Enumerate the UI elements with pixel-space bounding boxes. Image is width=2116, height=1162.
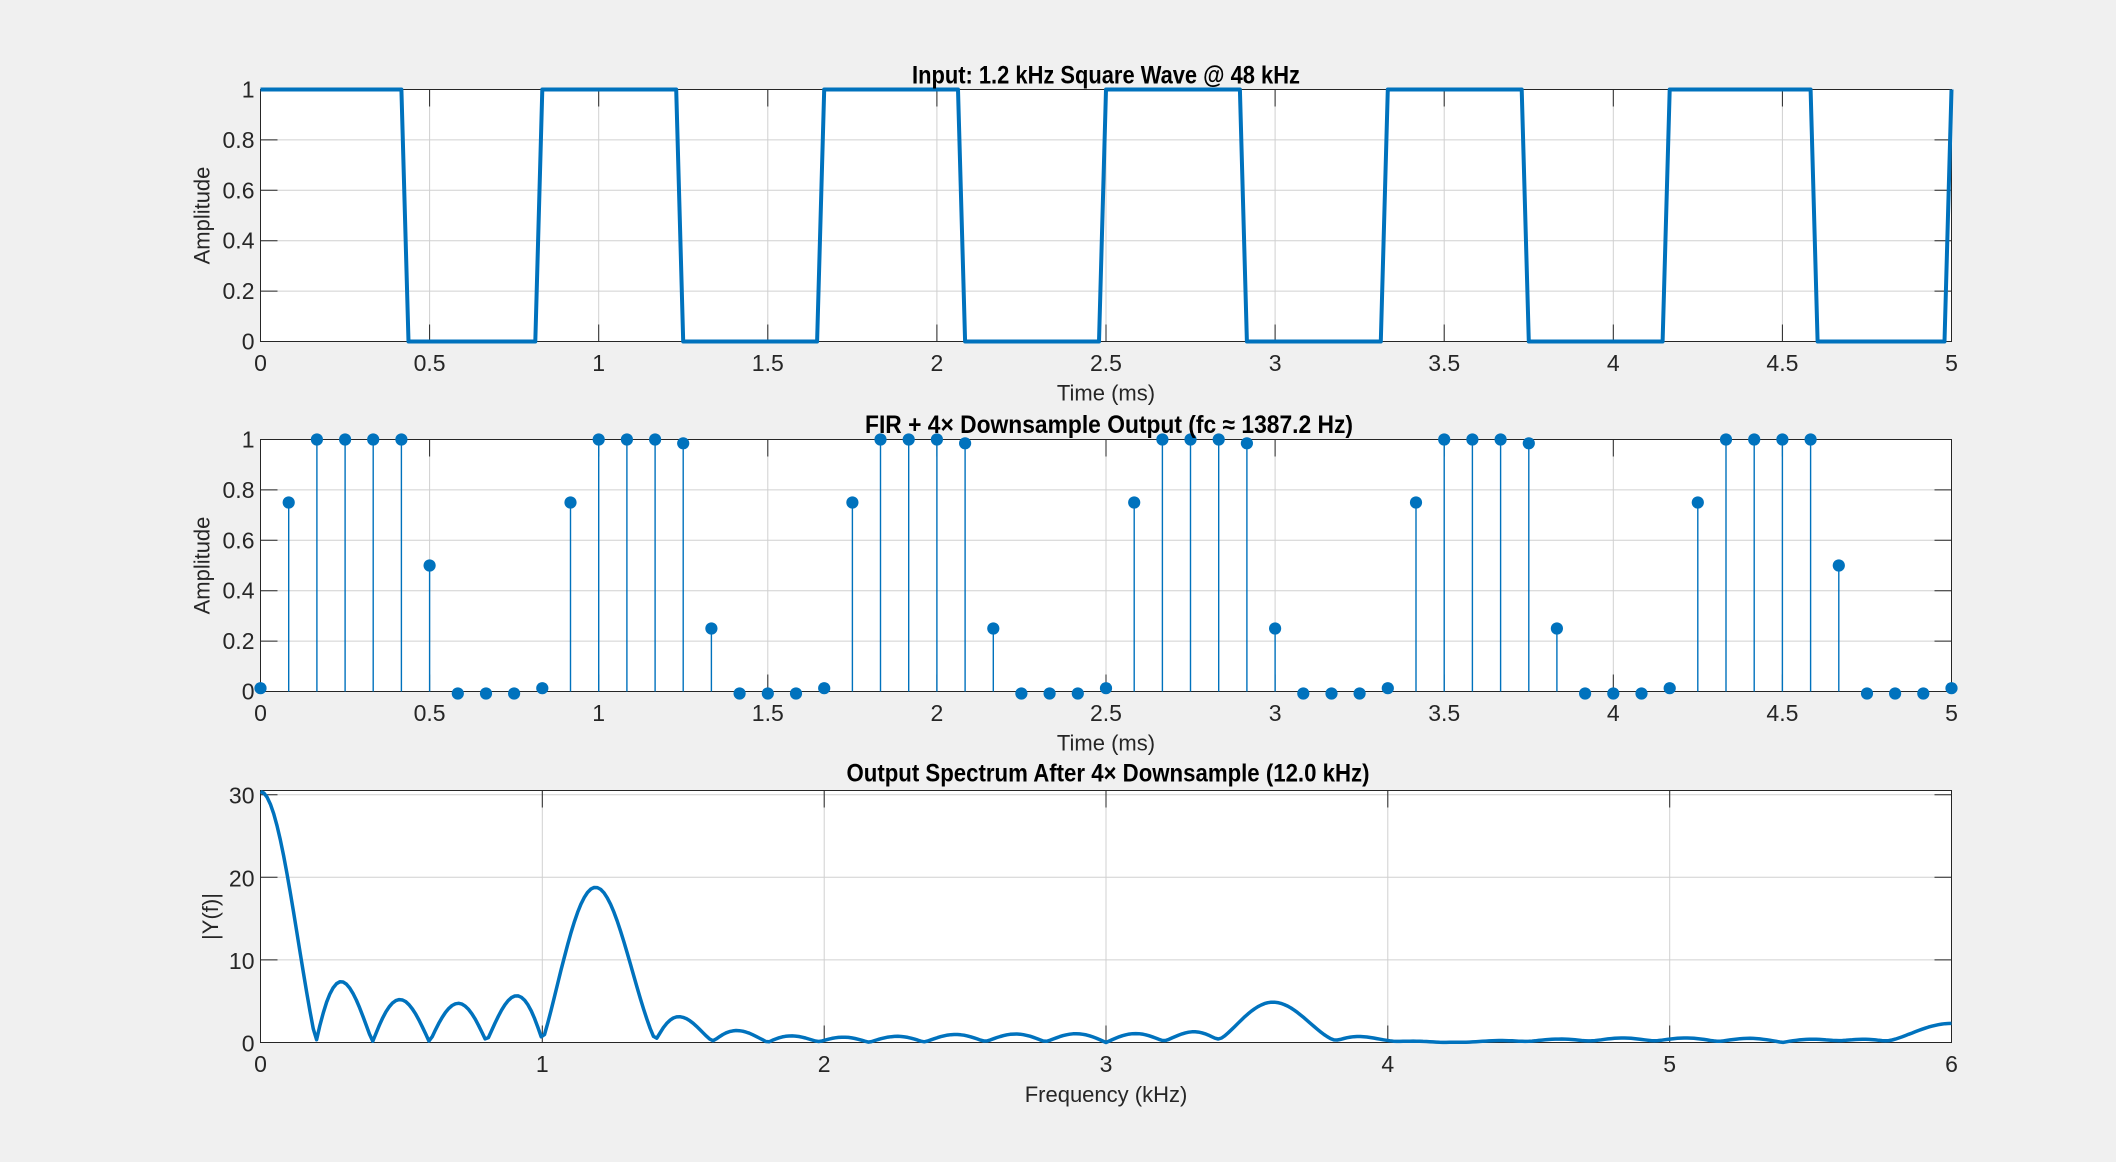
svg-text:30: 30 [229,783,255,809]
svg-text:Time (ms): Time (ms) [1057,381,1155,406]
svg-text:3.5: 3.5 [1428,700,1460,726]
svg-text:0.2: 0.2 [223,278,255,304]
svg-text:2.5: 2.5 [1090,700,1122,726]
svg-text:Frequency (kHz): Frequency (kHz) [1025,1082,1188,1107]
svg-text:0.6: 0.6 [223,177,255,203]
svg-text:0.4: 0.4 [223,578,255,604]
svg-text:0: 0 [254,350,267,376]
svg-text:0.8: 0.8 [223,477,255,503]
svg-text:0.5: 0.5 [414,350,446,376]
svg-text:4.5: 4.5 [1766,700,1798,726]
svg-text:1: 1 [592,700,605,726]
svg-text:3: 3 [1100,1051,1113,1077]
svg-text:0.2: 0.2 [223,628,255,654]
svg-text:0.4: 0.4 [223,228,255,254]
svg-text:Time (ms): Time (ms) [1057,731,1155,756]
svg-text:6: 6 [1945,1051,1958,1077]
svg-text:Amplitude: Amplitude [190,167,215,265]
svg-text:3: 3 [1269,350,1282,376]
svg-text:Input: 1.2 kHz Square Wave @ 4: Input: 1.2 kHz Square Wave @ 48 kHz [912,62,1300,90]
svg-text:4: 4 [1381,1051,1394,1077]
svg-text:4.5: 4.5 [1766,350,1798,376]
svg-text:20: 20 [229,865,255,891]
svg-text:FIR + 4× Downsample Output (fc: FIR + 4× Downsample Output (fc ≈ 1387.2 … [865,411,1353,439]
svg-text:2: 2 [931,700,944,726]
svg-text:1.5: 1.5 [752,350,784,376]
svg-text:0.8: 0.8 [223,127,255,153]
svg-text:1: 1 [242,77,255,103]
svg-text:2: 2 [931,350,944,376]
svg-text:3.5: 3.5 [1428,350,1460,376]
svg-text:0: 0 [242,679,255,705]
svg-text:5: 5 [1945,700,1958,726]
svg-text:0.5: 0.5 [414,700,446,726]
svg-text:10: 10 [229,948,255,974]
svg-text:1: 1 [536,1051,549,1077]
svg-text:1: 1 [242,427,255,453]
svg-text:4: 4 [1607,350,1620,376]
svg-text:5: 5 [1663,1051,1676,1077]
svg-text:3: 3 [1269,700,1282,726]
svg-text:0.6: 0.6 [223,527,255,553]
svg-text:1.5: 1.5 [752,700,784,726]
svg-text:0: 0 [242,329,255,355]
svg-text:4: 4 [1607,700,1620,726]
svg-text:1: 1 [592,350,605,376]
svg-text:2: 2 [818,1051,831,1077]
svg-text:0: 0 [254,700,267,726]
svg-text:5: 5 [1945,350,1958,376]
svg-text:2.5: 2.5 [1090,350,1122,376]
svg-text:Output Spectrum After 4× Downs: Output Spectrum After 4× Downsample (12.… [847,760,1370,788]
svg-text:Amplitude: Amplitude [190,517,215,615]
svg-text:0: 0 [254,1051,267,1077]
svg-text:0: 0 [242,1031,255,1057]
svg-text:|Y(f)|: |Y(f)| [198,893,223,940]
